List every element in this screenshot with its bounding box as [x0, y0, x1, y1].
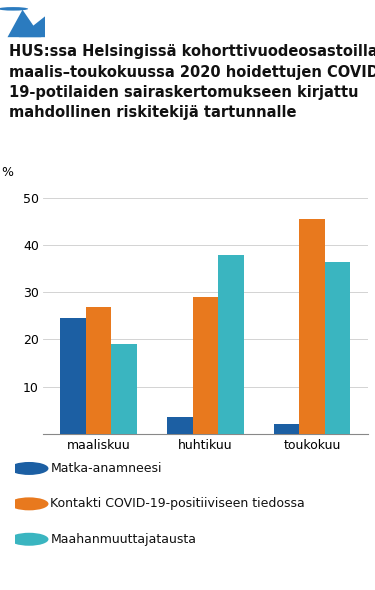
FancyBboxPatch shape — [4, 4, 49, 41]
Bar — [325, 262, 350, 434]
Circle shape — [10, 497, 48, 510]
Bar — [274, 424, 299, 434]
Circle shape — [10, 462, 48, 475]
Bar — [218, 255, 244, 434]
Bar — [86, 307, 111, 434]
Polygon shape — [19, 17, 45, 37]
Text: KUVIO 1.: KUVIO 1. — [58, 14, 138, 29]
Bar — [299, 219, 325, 434]
Circle shape — [10, 533, 48, 546]
Text: Kontakti COVID-19-positiiviseen tiedossa: Kontakti COVID-19-positiiviseen tiedossa — [50, 497, 305, 510]
Text: Maahanmuuttajatausta: Maahanmuuttajatausta — [50, 533, 196, 546]
Bar — [192, 297, 218, 434]
Bar — [111, 344, 137, 434]
Text: HUS:ssa Helsingissä kohorttivuodeosastoilla
maalis–toukokuussa 2020 hoidettujen : HUS:ssa Helsingissä kohorttivuodeosastoi… — [9, 44, 375, 120]
Text: %: % — [1, 166, 13, 179]
Text: Matka-anamneesi: Matka-anamneesi — [50, 462, 162, 475]
Circle shape — [0, 7, 28, 11]
Polygon shape — [8, 10, 41, 37]
Bar — [167, 417, 192, 434]
Bar — [60, 318, 86, 434]
